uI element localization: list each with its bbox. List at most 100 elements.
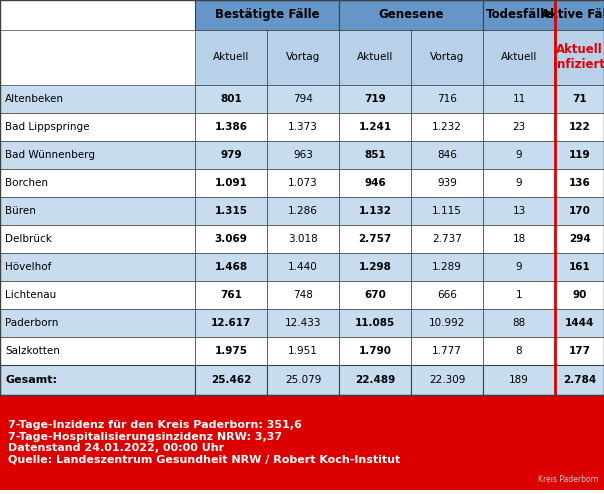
- Text: 2.757: 2.757: [358, 234, 391, 244]
- Bar: [195, 337, 267, 365]
- Bar: [411, 141, 483, 169]
- Text: 23: 23: [512, 122, 525, 132]
- Bar: [0, 309, 195, 337]
- Text: 1.286: 1.286: [288, 206, 318, 216]
- Bar: [555, 281, 604, 309]
- Bar: [0, 225, 195, 253]
- Bar: [195, 365, 267, 395]
- Bar: [195, 281, 267, 309]
- Bar: [483, 169, 555, 197]
- Text: 18: 18: [512, 234, 525, 244]
- Text: 1.132: 1.132: [359, 206, 391, 216]
- Text: Vortag: Vortag: [286, 52, 320, 63]
- Bar: [555, 30, 604, 85]
- Text: Borchen: Borchen: [5, 178, 48, 188]
- Text: 11: 11: [512, 94, 525, 104]
- Text: 9: 9: [516, 178, 522, 188]
- Text: 1.951: 1.951: [288, 346, 318, 356]
- Text: Lichtenau: Lichtenau: [5, 290, 56, 300]
- Bar: [555, 0, 604, 30]
- Bar: [195, 113, 267, 141]
- Text: 1.298: 1.298: [359, 262, 391, 272]
- Bar: [195, 169, 267, 197]
- Text: 177: 177: [568, 346, 591, 356]
- Text: Aktuell: Aktuell: [501, 52, 537, 63]
- Bar: [483, 309, 555, 337]
- Text: 8: 8: [516, 346, 522, 356]
- Text: 1.790: 1.790: [359, 346, 391, 356]
- Text: 670: 670: [364, 290, 386, 300]
- Bar: [411, 30, 483, 85]
- Text: 7-Tage-Inzidenz für den Kreis Paderborn: 351,6
7-Tage-Hospitalisierungsinzidenz : 7-Tage-Inzidenz für den Kreis Paderborn:…: [8, 420, 400, 465]
- Bar: [339, 113, 411, 141]
- Bar: [483, 281, 555, 309]
- Text: 946: 946: [364, 178, 386, 188]
- Bar: [195, 197, 267, 225]
- Text: 170: 170: [568, 206, 591, 216]
- Text: 1.073: 1.073: [288, 178, 318, 188]
- Bar: [339, 85, 411, 113]
- Bar: [483, 253, 555, 281]
- Bar: [555, 309, 604, 337]
- Bar: [411, 85, 483, 113]
- Bar: [555, 365, 604, 395]
- Bar: [339, 30, 411, 85]
- Text: 761: 761: [220, 290, 242, 300]
- Bar: [555, 169, 604, 197]
- Text: 1.115: 1.115: [432, 206, 462, 216]
- Text: 11.085: 11.085: [355, 318, 395, 328]
- Bar: [0, 253, 195, 281]
- Bar: [555, 197, 604, 225]
- Text: 1.373: 1.373: [288, 122, 318, 132]
- Bar: [339, 337, 411, 365]
- Bar: [411, 281, 483, 309]
- Bar: [339, 0, 483, 30]
- Bar: [339, 365, 411, 395]
- Text: 1.440: 1.440: [288, 262, 318, 272]
- Bar: [0, 141, 195, 169]
- Text: 748: 748: [293, 290, 313, 300]
- Bar: [267, 141, 339, 169]
- Text: 9: 9: [516, 150, 522, 160]
- Text: Vortag: Vortag: [430, 52, 464, 63]
- Bar: [0, 169, 195, 197]
- Bar: [267, 169, 339, 197]
- Text: 939: 939: [437, 178, 457, 188]
- Bar: [411, 169, 483, 197]
- Text: 1.975: 1.975: [214, 346, 248, 356]
- Text: 71: 71: [572, 94, 587, 104]
- Bar: [267, 253, 339, 281]
- Bar: [0, 281, 195, 309]
- Bar: [411, 365, 483, 395]
- Bar: [0, 395, 604, 490]
- Bar: [0, 0, 195, 30]
- Text: 13: 13: [512, 206, 525, 216]
- Text: Todesfälle: Todesfälle: [486, 8, 553, 22]
- Text: 1.468: 1.468: [214, 262, 248, 272]
- Bar: [195, 30, 267, 85]
- Text: 846: 846: [437, 150, 457, 160]
- Bar: [267, 281, 339, 309]
- Bar: [267, 113, 339, 141]
- Text: Salzkotten: Salzkotten: [5, 346, 60, 356]
- Text: 1444: 1444: [565, 318, 594, 328]
- Text: Hövelhof: Hövelhof: [5, 262, 51, 272]
- Bar: [0, 337, 195, 365]
- Text: 161: 161: [568, 262, 590, 272]
- Bar: [0, 365, 195, 395]
- Text: 25.079: 25.079: [285, 375, 321, 385]
- Bar: [267, 309, 339, 337]
- Text: 1.232: 1.232: [432, 122, 462, 132]
- Text: 25.462: 25.462: [211, 375, 251, 385]
- Bar: [483, 85, 555, 113]
- Text: 1.241: 1.241: [358, 122, 391, 132]
- Text: 122: 122: [568, 122, 590, 132]
- Text: 294: 294: [568, 234, 590, 244]
- Text: Bestätigte Fälle: Bestätigte Fälle: [214, 8, 320, 22]
- Bar: [483, 30, 555, 85]
- Bar: [195, 85, 267, 113]
- Text: 2.784: 2.784: [563, 375, 596, 385]
- Text: 22.309: 22.309: [429, 375, 465, 385]
- Bar: [555, 113, 604, 141]
- Text: 1.777: 1.777: [432, 346, 462, 356]
